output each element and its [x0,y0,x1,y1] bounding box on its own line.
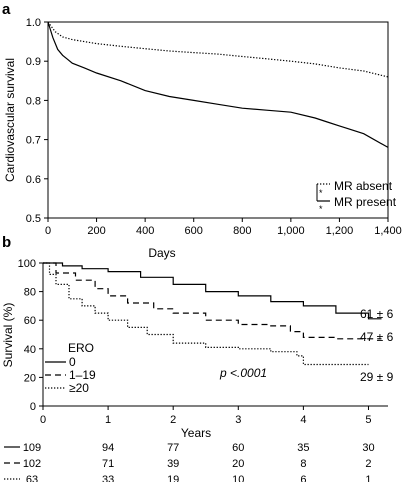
legend-title-ero: ERO [68,341,94,355]
b-xtick-label: 3 [235,414,241,426]
b-xtick-label: 1 [105,414,111,426]
b-series-line-ero-20 [43,262,369,366]
at-risk-table: 109 94 77 60 35 30 102 71 39 20 8 2 63 33 19 10 6 1 [4,442,375,482]
a-ytick-label: 0.8 [26,95,41,107]
panel-b-lines [43,262,382,366]
legend-mr-present-marker: * [319,204,323,214]
at-risk-cell-ero-0: 60 [232,442,244,454]
a-xtick-label: 400 [136,225,154,237]
at-risk-cell-ero-20: 19 [167,474,179,482]
panel-a: a Cardiovascular survival Days 0 200 400 60… [2,1,402,260]
at-risk-cell-ero-20: 1 [365,474,371,482]
panel-a-legend: * * MR absent MR present [316,179,397,214]
legend-ero-20-label: ≥20 [69,381,89,395]
panel-b-legend: ERO 0 1–19 ≥20 [45,341,96,395]
b-xtick-label: 4 [300,414,306,426]
legend-mr-absent-marker: * [319,188,323,198]
panel-b-xlabel: Years [181,426,211,440]
b-ytick-label: 40 [24,344,36,356]
a-ytick-label: 0.9 [26,56,41,68]
a-xtick-label: 600 [185,225,203,237]
a-ytick-label: 1.0 [26,17,41,29]
b-ytick-label: 80 [24,287,36,299]
a-ytick-label: 0.6 [26,174,41,186]
at-risk-cell-ero-20: 63 [26,474,38,482]
panel-a-label: a [2,1,11,18]
a-xtick-label: 1,000 [277,225,305,237]
legend-mr-absent-label: MR absent [334,179,393,193]
at-risk-cell-ero-1-19: 8 [300,458,306,470]
at-risk-cell-ero-0: 35 [297,442,309,454]
at-risk-cell-ero-0: 77 [167,442,179,454]
legend-ero-0-label: 0 [69,355,76,369]
a-ytick-label: 0.5 [26,213,41,225]
panel-a-xlabel: Days [148,246,175,260]
a-series-line-mr-absent [47,21,389,78]
a-series-line-mr-present [47,21,389,148]
legend-ero-1-19-label: 1–19 [69,368,96,382]
b-xtick-label: 0 [40,414,46,426]
at-risk-cell-ero-20: 6 [300,474,306,482]
b-ytick-label: 0 [30,401,36,413]
a-ytick-label: 0.7 [26,135,41,147]
at-risk-cell-ero-0: 109 [23,442,41,454]
b-series-line-ero-1-19 [43,262,382,340]
at-risk-cell-ero-1-19: 39 [167,458,179,470]
legend-mr-present-label: MR present [334,195,397,209]
panel-a-ylabel: Cardiovascular survival [3,58,17,182]
end-label-ero-1-19: 47 ± 6 [360,330,394,344]
b-series-line-ero-0 [43,262,382,320]
b-xtick-label: 2 [170,414,176,426]
a-xtick-label: 200 [87,225,105,237]
p-value-annotation: p <.0001 [219,366,267,380]
panel-b-label: b [2,234,11,251]
b-xtick-label: 5 [365,414,371,426]
at-risk-cell-ero-1-19: 102 [23,458,41,470]
at-risk-cell-ero-0: 94 [102,442,114,454]
a-xtick-label: 0 [45,225,51,237]
b-ytick-label: 60 [24,315,36,327]
end-label-ero-0: 61 ± 6 [360,307,394,321]
at-risk-cell-ero-1-19: 71 [102,458,114,470]
b-ytick-label: 100 [18,258,36,270]
at-risk-cell-ero-1-19: 2 [365,458,371,470]
panel-a-lines [47,21,389,148]
panel-a-plot-frame [47,21,389,219]
panel-b-ylabel: Survival (%) [1,303,15,368]
end-label-ero-20: 29 ± 9 [360,370,394,384]
a-xtick-label: 1,400 [374,225,402,237]
b-ytick-label: 20 [24,372,36,384]
panel-a-ticks: 0 200 400 600 800 1,000 1,200 1,400 0.5 0.6 0.7 0.8… [26,17,402,237]
at-risk-cell-ero-20: 33 [102,474,114,482]
at-risk-numbers: 109 94 77 60 35 30 102 71 39 20 8 2 63 33 19 10 6 1 [23,442,375,482]
panel-b: b Survival (%) Years 0 1 2 3 4 5020406080100 … [1,234,394,440]
at-risk-cell-ero-0: 30 [362,442,374,454]
at-risk-cell-ero-20: 10 [232,474,244,482]
at-risk-cell-ero-1-19: 20 [232,458,244,470]
panel-b-ticks: 0 1 2 3 4 5 0 20 40 60 80 100 [18,258,372,426]
a-xtick-label: 1,200 [326,225,354,237]
a-xtick-label: 800 [233,225,251,237]
